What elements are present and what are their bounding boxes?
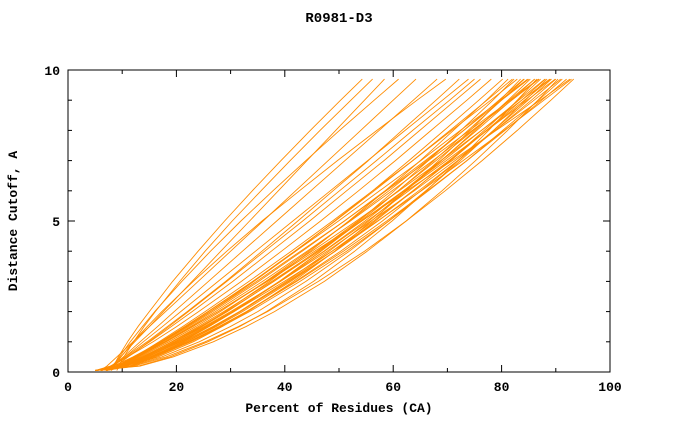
model-curve	[105, 78, 475, 371]
model-curve	[105, 78, 571, 371]
model-curve	[116, 78, 373, 371]
model-curve	[100, 78, 525, 371]
x-tick-label: 100	[598, 380, 622, 395]
plot-area: 0 20 40 60 80 100 0 5 10	[44, 64, 622, 395]
x-tick-label: 80	[494, 380, 510, 395]
model-curve	[105, 78, 438, 371]
x-tick-label: 20	[169, 380, 185, 395]
x-tick-label: 60	[385, 380, 401, 395]
model-curve	[95, 78, 531, 371]
model-curve	[95, 78, 575, 371]
model-curve	[94, 78, 503, 371]
y-tick-label: 10	[44, 64, 60, 79]
y-tick-label: 5	[52, 215, 60, 230]
model-curve	[95, 78, 552, 371]
model-curve	[95, 78, 559, 371]
model-curve	[111, 78, 399, 371]
y-tick-label: 0	[52, 366, 60, 381]
model-curve	[95, 78, 521, 371]
model-curve	[111, 78, 447, 371]
model-curve	[105, 78, 528, 371]
model-curve	[105, 78, 567, 371]
model-curve	[100, 78, 417, 371]
model-curve	[105, 78, 539, 371]
model-curve	[95, 78, 538, 371]
model-curve	[100, 78, 529, 371]
x-tick-label: 40	[277, 380, 293, 395]
y-axis-label: Distance Cutoff, A	[6, 151, 21, 292]
model-curve	[100, 78, 572, 371]
x-tick-label: 0	[64, 380, 72, 395]
model-curve	[105, 78, 469, 371]
model-curve	[100, 78, 460, 371]
model-curve	[95, 78, 541, 371]
chart-title: R0981-D3	[305, 11, 372, 27]
x-axis-label: Percent of Residues (CA)	[245, 401, 432, 416]
